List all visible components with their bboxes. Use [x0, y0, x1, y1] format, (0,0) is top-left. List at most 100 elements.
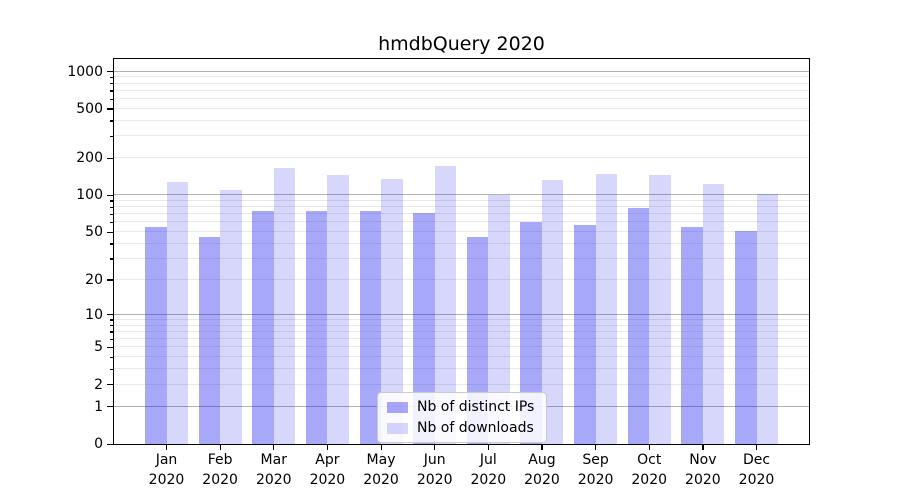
minor-gridline [114, 356, 809, 358]
y-minor-tick-mark [110, 368, 113, 370]
minor-gridline [114, 257, 809, 259]
y-tick-label: 2 [94, 376, 103, 393]
y-tick-mark [107, 346, 113, 349]
bar-nb-of-downloads-oct [649, 174, 671, 444]
x-tick-mark [380, 445, 382, 450]
minor-gridline [114, 120, 809, 121]
bar-nb-of-downloads-feb [220, 190, 242, 444]
minor-gridline [114, 89, 809, 91]
plot-area: Nb of distinct IPs Nb of downloads [113, 58, 810, 445]
y-tick-mark [107, 194, 113, 196]
minor-gridline [114, 330, 809, 332]
bar-nb-of-downloads-aug [541, 179, 564, 444]
minor-gridline [114, 346, 809, 348]
y-minor-tick-mark [110, 356, 113, 358]
y-minor-tick-mark [110, 331, 113, 333]
minor-gridline [114, 368, 809, 370]
bar-nb-of-distinct-ips-dec [735, 231, 757, 444]
minor-gridline [114, 82, 809, 84]
y-minor-tick-mark [110, 120, 113, 122]
minor-gridline [114, 108, 809, 109]
bar-nb-of-distinct-ips-apr [305, 211, 328, 444]
y-minor-tick-mark [110, 213, 113, 215]
minor-gridline [114, 213, 809, 215]
x-tick-label: Apr 2020 [309, 452, 346, 488]
y-tick-mark [107, 314, 113, 316]
legend: Nb of distinct IPs Nb of downloads [377, 392, 548, 443]
bar-nb-of-distinct-ips-sep [574, 225, 596, 444]
x-tick-label: Nov 2020 [685, 452, 721, 488]
y-tick-label: 20 [85, 271, 103, 288]
legend-label-downloads: Nb of downloads [417, 420, 534, 436]
bar-nb-of-downloads-jun [434, 166, 457, 444]
y-minor-tick-mark [110, 76, 113, 79]
x-tick-mark [326, 445, 329, 450]
minor-gridline [114, 98, 809, 100]
y-tick-label: 50 [85, 224, 103, 241]
x-tick-mark [166, 445, 168, 450]
x-tick-mark [756, 445, 758, 450]
y-tick-label: 1000 [67, 63, 103, 80]
x-tick-label: Aug 2020 [524, 452, 560, 488]
y-minor-tick-mark [110, 319, 113, 321]
y-minor-tick-mark [110, 206, 113, 208]
minor-gridline [114, 135, 809, 137]
x-tick-mark [273, 445, 275, 450]
bar-nb-of-downloads-dec [756, 193, 778, 444]
x-tick-mark [434, 445, 436, 450]
minor-gridline [114, 76, 809, 78]
y-tick-mark [107, 384, 113, 386]
minor-gridline [114, 231, 809, 233]
bar-nb-of-downloads-nov [702, 184, 725, 444]
minor-gridline [114, 318, 809, 320]
y-tick-label: 200 [76, 150, 103, 167]
x-tick-mark [541, 445, 543, 450]
bar-nb-of-downloads-sep [595, 173, 618, 444]
minor-gridline [114, 383, 809, 385]
x-tick-label: Mar 2020 [255, 452, 292, 488]
legend-item-distinct-ips: Nb of distinct IPs [387, 399, 534, 415]
minor-gridline [114, 278, 809, 280]
x-tick-mark [487, 445, 489, 450]
y-minor-tick-mark [110, 83, 113, 85]
minor-gridline [114, 157, 809, 159]
y-tick-mark [107, 443, 113, 445]
y-minor-tick-mark [110, 325, 113, 327]
bar-nb-of-distinct-ips-mar [252, 211, 274, 444]
y-minor-tick-mark [110, 90, 113, 92]
major-gridline [114, 70, 809, 72]
y-minor-tick-mark [110, 98, 113, 100]
x-tick-label: Jun 2020 [416, 452, 453, 488]
bar-nb-of-distinct-ips-jun [413, 212, 435, 444]
x-tick-mark [702, 445, 704, 450]
y-tick-label: 0 [94, 436, 103, 452]
minor-gridline [114, 324, 809, 326]
bar-nb-of-distinct-ips-aug [520, 222, 542, 444]
bar-nb-of-distinct-ips-nov [681, 227, 703, 444]
legend-swatch-downloads [387, 422, 408, 434]
y-minor-tick-mark [110, 221, 113, 224]
x-tick-mark [595, 445, 597, 450]
bar-nb-of-downloads-mar [273, 168, 296, 444]
legend-item-downloads: Nb of downloads [387, 420, 534, 436]
y-minor-tick-mark [110, 200, 113, 202]
bar-nb-of-distinct-ips-feb [198, 236, 221, 444]
x-tick-label: Oct 2020 [631, 452, 668, 488]
bar-nb-of-downloads-may [381, 178, 403, 444]
legend-swatch-distinct-ips [387, 401, 408, 413]
x-tick-label: Jul 2020 [470, 452, 507, 488]
bar-nb-of-distinct-ips-oct [627, 207, 650, 444]
minor-gridline [114, 199, 809, 201]
y-tick-mark [107, 108, 113, 110]
x-tick-label: Sep 2020 [577, 452, 614, 488]
y-tick-label: 100 [76, 187, 103, 204]
bar-nb-of-distinct-ips-may [359, 211, 382, 444]
y-minor-tick-mark [110, 338, 113, 340]
bar-nb-of-distinct-ips-jan [145, 227, 167, 444]
legend-label-distinct-ips: Nb of distinct IPs [417, 399, 535, 415]
x-tick-mark [219, 445, 221, 450]
minor-gridline [114, 206, 809, 208]
y-tick-mark [107, 71, 113, 73]
bar-nb-of-downloads-apr [327, 175, 349, 444]
